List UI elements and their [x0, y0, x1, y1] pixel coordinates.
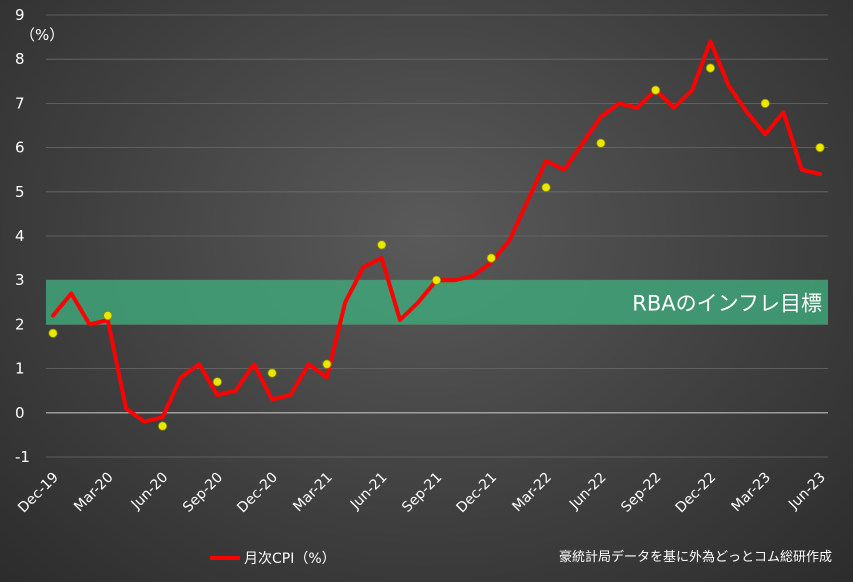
- legend: 月次CPI（%）: [210, 551, 336, 567]
- y-tick-label: 2: [15, 315, 25, 333]
- x-tick-label: Jun-23: [785, 470, 829, 514]
- y-tick-label: 8: [15, 50, 25, 68]
- y-tick-label: 9: [15, 6, 25, 24]
- x-tick-label: Jun-21: [347, 470, 391, 514]
- y-axis-unit-label: （%）: [20, 26, 64, 44]
- quarterly-cpi-point: [486, 253, 496, 263]
- x-tick-label: Jun-22: [566, 470, 610, 514]
- quarterly-cpi-point: [760, 98, 770, 109]
- x-tick-label: Mar-21: [290, 470, 336, 516]
- quarterly-cpi-point: [596, 138, 606, 148]
- y-tick-label: 3: [15, 271, 25, 289]
- x-tick-label: Dec-20: [234, 470, 281, 517]
- quarterly-cpi-point: [48, 328, 58, 338]
- y-tick-label: 5: [15, 183, 25, 201]
- y-tick-label: 7: [15, 94, 25, 112]
- x-tick-label: Jun-20: [128, 470, 172, 514]
- x-tick-label: Dec-21: [453, 470, 500, 517]
- quarterly-cpi-point: [651, 85, 661, 95]
- quarterly-cpi-points: [48, 63, 825, 431]
- quarterly-cpi-point: [377, 240, 387, 250]
- quarterly-cpi-point: [541, 182, 551, 192]
- monthly-cpi-line: [51, 39, 822, 424]
- x-tick-label: Dec-19: [15, 470, 62, 517]
- x-tick-label: Mar-20: [71, 470, 117, 516]
- quarterly-cpi-point: [103, 310, 113, 321]
- legend-label-monthly-cpi: 月次CPI（%）: [244, 551, 336, 567]
- y-tick-label: 4: [15, 227, 25, 245]
- x-tick-label: Sep-21: [399, 470, 445, 516]
- x-tick-label: Mar-22: [509, 470, 555, 516]
- gridlines: [46, 14, 828, 458]
- y-axis-ticks: -1 0 1 2 3 4 5 6 7 8 9: [15, 6, 30, 466]
- quarterly-cpi-point: [267, 368, 277, 378]
- x-tick-label: Dec-22: [673, 470, 720, 517]
- x-axis-ticks: Dec-19 Mar-20 Jun-20 Sep-20 Dec-20 Mar-21 Jun-…: [15, 470, 829, 517]
- x-tick-label: Sep-20: [180, 470, 226, 516]
- y-tick-label: 6: [15, 139, 25, 157]
- quarterly-cpi-point: [212, 377, 222, 387]
- source-note: 豪統計局データを基に外為どっとコム総研作成: [559, 549, 832, 565]
- x-tick-label: Mar-23: [729, 470, 775, 516]
- y-tick-label: 0: [15, 404, 25, 422]
- rba-target-band: [46, 280, 828, 325]
- y-tick-label: 1: [15, 360, 25, 378]
- quarterly-cpi-point: [705, 63, 716, 73]
- rba-target-band-label: RBAのインフレ目標: [632, 291, 822, 315]
- quarterly-cpi-point: [815, 143, 825, 153]
- quarterly-cpi-point: [157, 421, 168, 431]
- quarterly-cpi-point: [322, 359, 332, 369]
- y-tick-label: -1: [15, 448, 30, 466]
- quarterly-cpi-point: [431, 275, 442, 285]
- x-tick-label: Sep-22: [618, 470, 664, 516]
